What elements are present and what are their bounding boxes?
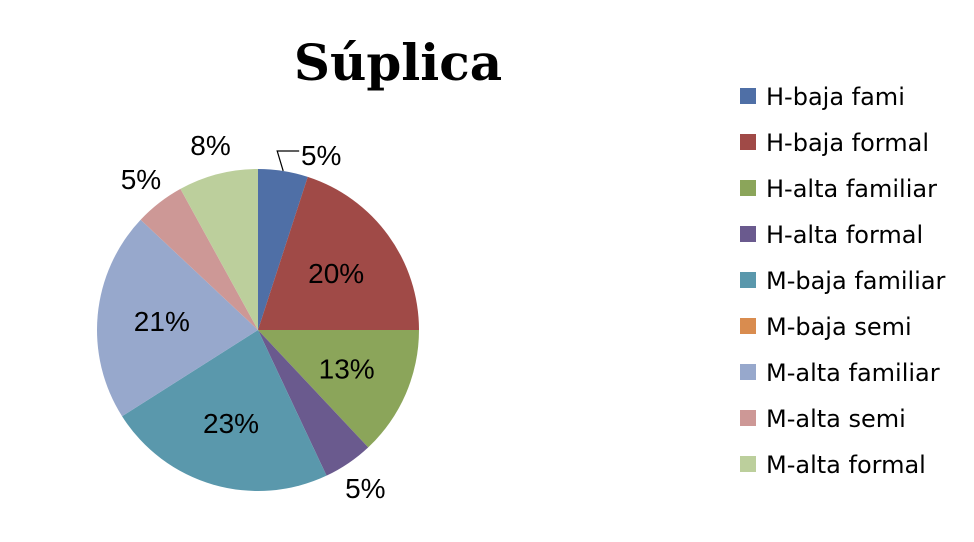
- legend-label-h-baja-formal: H-baja formal: [766, 129, 929, 157]
- legend-swatch-h-alta-formal: [740, 226, 756, 242]
- leader-line-h-baja-fami: [276, 150, 300, 172]
- legend-swatch-m-baja-familiar: [740, 272, 756, 288]
- pie-slices: [96, 169, 419, 492]
- data-label-m-alta-formal: 8%: [190, 130, 230, 161]
- legend-label-h-alta-familiar: H-alta familiar: [766, 175, 937, 203]
- pie-slice-h-alta-familiar: [258, 330, 419, 448]
- pie-slice-m-alta-familiar: [96, 219, 258, 417]
- legend-swatch-h-baja-formal: [740, 134, 756, 150]
- data-label-h-alta-familiar: 13%: [319, 353, 375, 384]
- legend-swatch-h-baja-fami: [740, 88, 756, 104]
- pie-slice-h-baja-formal: [258, 176, 419, 330]
- data-label-h-alta-formal: 5%: [345, 473, 385, 504]
- legend: H-baja fami H-baja formal H-alta familiar H…: [740, 83, 946, 479]
- pie-slice-m-baja-familiar: [122, 330, 327, 492]
- pie-slice-h-baja-fami: [258, 169, 308, 330]
- legend-label-m-alta-familiar: M-alta familiar: [766, 359, 940, 387]
- legend-label-h-alta-formal: H-alta formal: [766, 221, 923, 249]
- legend-swatch-h-alta-familiar: [740, 180, 756, 196]
- data-label-m-alta-semi: 5%: [121, 164, 161, 195]
- pie-slice-h-alta-formal: [258, 330, 369, 476]
- chart-title: Súplica: [294, 33, 502, 92]
- legend-label-m-baja-familiar: M-baja familiar: [766, 267, 946, 295]
- pie-data-labels: 5% 20% 13% 5% 23% 21% 5% 8%: [121, 130, 386, 504]
- legend-label-h-baja-fami: H-baja fami: [766, 83, 905, 111]
- legend-swatch-m-alta-semi: [740, 410, 756, 426]
- legend-label-m-alta-semi: M-alta semi: [766, 405, 906, 433]
- legend-label-m-baja-semi: M-baja semi: [766, 313, 912, 341]
- data-label-m-baja-familiar: 23%: [203, 408, 259, 439]
- data-label-m-alta-familiar: 21%: [134, 306, 190, 337]
- data-label-h-baja-formal: 20%: [308, 258, 364, 289]
- legend-label-m-alta-formal: M-alta formal: [766, 451, 926, 479]
- legend-swatch-m-alta-formal: [740, 456, 756, 472]
- pie-slice-m-alta-semi: [140, 188, 258, 330]
- legend-swatch-m-baja-semi: [740, 318, 756, 334]
- data-label-h-baja-fami: 5%: [301, 140, 341, 171]
- legend-swatch-m-alta-familiar: [740, 364, 756, 380]
- pie-slice-m-alta-formal: [180, 169, 258, 330]
